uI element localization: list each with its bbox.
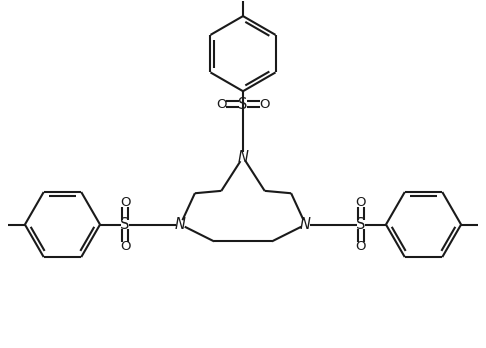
Text: O: O — [356, 240, 366, 253]
Text: N: N — [238, 150, 248, 165]
Text: O: O — [356, 196, 366, 209]
Text: O: O — [216, 98, 226, 111]
Text: N: N — [175, 217, 186, 232]
Text: O: O — [260, 98, 270, 111]
Text: O: O — [120, 196, 130, 209]
Text: O: O — [120, 240, 130, 253]
Text: S: S — [121, 217, 130, 232]
Text: S: S — [356, 217, 365, 232]
Text: S: S — [238, 97, 248, 112]
Text: N: N — [300, 217, 311, 232]
